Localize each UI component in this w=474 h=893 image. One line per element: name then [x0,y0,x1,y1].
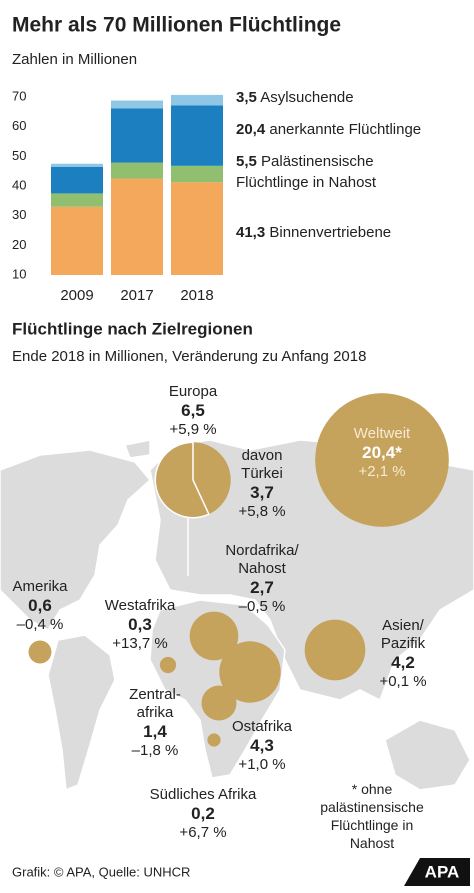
region-label: Europa 6,5 +5,9 % [169,383,217,439]
bar-segment [111,108,163,163]
legend-value: 3,5 [236,89,257,106]
logo-box [404,858,470,886]
logo: APA [425,862,460,881]
legend-value: 20,4 [236,121,266,138]
legend-name: Palästinensische Flüchtlinge in Nahost [236,153,377,191]
region-value: 0,6 [28,596,52,615]
world-label: Weltweit 20,4* +2,1 % [354,425,410,481]
region-value: 4,3 [250,736,274,755]
bar-segment [111,100,163,109]
source: Grafik: © APA, Quelle: UNHCR [12,864,190,879]
region-change: –1,8 % [131,742,179,759]
region-value: 1,4 [143,722,167,741]
bar-segment [111,178,163,275]
region-bubble [189,611,239,661]
region-bubble [201,685,237,721]
region-bubble [219,641,281,703]
y-tick-label: 70 [12,88,26,103]
bar-segment [51,163,103,167]
legend-name: Asylsuchende [260,89,354,106]
bar-segment [171,105,223,166]
legend-entry: 20,4 anerkannte Flüchtlinge [236,119,421,140]
bar-segment [51,166,103,194]
region-label: davon Türkei 3,7 +5,8 % [238,447,285,521]
footnote: * ohne palästinensische Flüchtlinge in N… [320,781,424,851]
region-bubble [207,733,221,747]
region-change: +1,0 % [238,756,286,773]
region-name: Südliches Afrika [149,786,257,803]
region-bubble [315,393,449,527]
bar-segment [171,94,223,106]
legend-name: anerkannte Flüchtlinge [269,121,422,138]
chart-title: Mehr als 70 Millionen Flüchtlinge [12,14,341,37]
x-tick-label: 2018 [180,287,213,304]
region-label: Asien/ Pazifik 4,2 +0,1 % [379,617,426,691]
region-name: Westafrika [104,597,176,614]
legend-entry: 5,5 Palästinensische Flüchtlinge in Naho… [236,151,376,193]
y-tick-label: 60 [12,118,26,133]
bar-segment [51,193,103,207]
legend-name: Binnenvertriebene [269,224,392,241]
x-tick-label: 2017 [120,287,153,304]
region-name: Ostafrika [231,718,293,735]
region-value: 4,2 [391,653,415,672]
bar-segment [171,165,223,183]
y-tick-label: 40 [12,177,26,192]
world-change: +2,1 % [358,463,406,480]
section-title: Flüchtlinge nach Zielregionen [12,319,253,338]
region-label: Nordafrika/ Nahost 2,7 –0,5 % [225,542,298,616]
region-label: Amerika 0,6 –0,4 % [12,578,67,634]
legend-value: 41,3 [236,224,266,241]
bar-segment [171,182,223,275]
section-subtitle: Ende 2018 in Millionen, Veränderung zu A… [12,348,366,365]
region-change: +13,7 % [112,635,168,652]
region-bubble [304,619,366,681]
world-name: Weltweit [353,425,411,442]
region-change: –0,5 % [238,598,286,615]
region-change: +5,9 % [169,421,217,438]
region-name: Amerika [12,578,68,595]
region-name: davon Türkei [241,447,283,482]
legend-entry: 41,3 Binnenvertriebene [236,222,391,243]
region-change: +5,8 % [238,503,286,520]
y-tick-label: 50 [12,148,26,163]
region-name: Asien/ Pazifik [380,617,426,652]
region-value: 2,7 [250,578,274,597]
region-label: Zentral- afrika 1,4 –1,8 % [129,686,181,760]
region-change: –0,4 % [16,616,64,633]
legend-value: 5,5 [236,153,257,170]
y-tick-label: 20 [12,237,26,252]
region-change: +0,1 % [379,673,427,690]
region-value: 0,2 [191,804,215,823]
region-value: 6,5 [181,401,205,420]
chart-subtitle: Zahlen in Millionen [12,51,137,68]
region-label: Westafrika 0,3 +13,7 % [105,597,176,653]
region-bubble [28,640,52,664]
region-label: Ostafrika 4,3 +1,0 % [232,718,292,774]
region-bubble [159,656,177,674]
x-tick-label: 2009 [60,287,93,304]
bar-segment [111,162,163,179]
region-name: Europa [168,383,218,400]
region-name: Zentral- afrika [129,686,181,721]
pie-slice [154,441,210,519]
legend-entry: 3,5 Asylsuchende [236,87,354,108]
region-value: 3,7 [250,483,274,502]
region-label: Südliches Afrika 0,2 +6,7 % [150,786,257,842]
world-value: 20,4* [362,443,402,462]
y-tick-label: 10 [12,266,26,281]
region-value: 0,3 [128,615,152,634]
region-name: Nordafrika/ Nahost [225,542,299,577]
region-change: +6,7 % [179,824,227,841]
bar-segment [51,206,103,275]
y-tick-label: 30 [12,207,26,222]
